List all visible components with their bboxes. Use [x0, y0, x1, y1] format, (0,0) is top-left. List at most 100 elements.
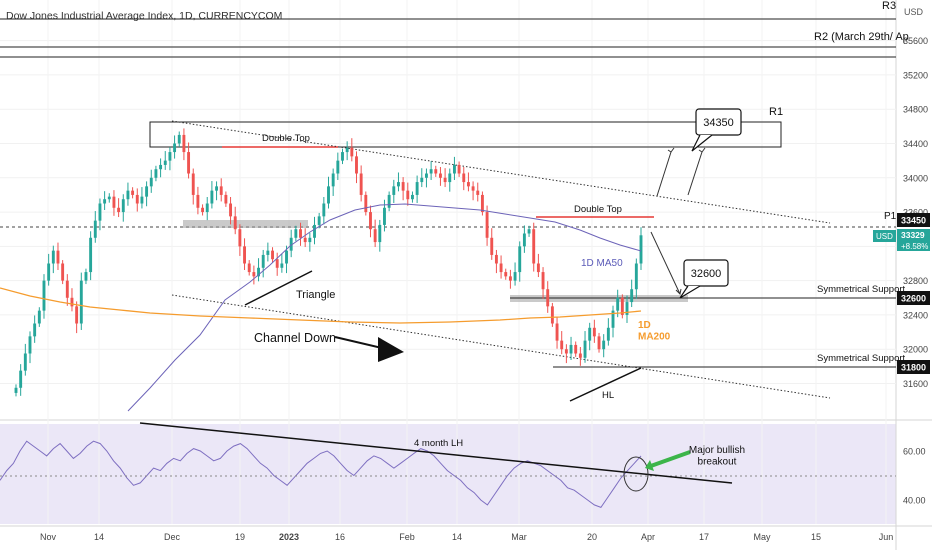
candle-body [415, 182, 419, 195]
r1-target-callout-tail [691, 134, 713, 152]
candle-body [555, 323, 559, 341]
candle-body [84, 272, 88, 281]
candle-body [229, 203, 232, 217]
candle-body [93, 220, 97, 238]
support-32600-tag-text: 32600 [901, 294, 926, 304]
candle-body [569, 344, 573, 354]
candle-body [56, 250, 60, 264]
projection-arrow-head [675, 288, 682, 296]
candle-body [383, 207, 386, 225]
candle-body [578, 353, 582, 358]
candle-body [448, 173, 452, 183]
ma200-label: 1D MA200 [638, 320, 671, 343]
candle-body [112, 196, 116, 208]
price-tick-label: 33600 [903, 208, 928, 218]
candle-body [42, 280, 46, 311]
candle-body [536, 263, 540, 273]
price-tick-label: 31600 [903, 379, 928, 389]
target-32600-callout-box [683, 259, 729, 287]
candle-body [597, 336, 601, 350]
candle-body [546, 289, 550, 307]
candle-body [541, 272, 545, 290]
target-32600-callout-tail [679, 285, 701, 299]
candle-body [135, 194, 139, 204]
candle-body [616, 297, 620, 311]
candle-body [215, 186, 219, 191]
candle-body [583, 340, 587, 358]
candle-body [392, 186, 396, 195]
candle-body [275, 259, 279, 268]
candle-body [238, 229, 242, 247]
candle-body [434, 169, 438, 174]
candle-body [187, 152, 191, 174]
candle-body [131, 190, 135, 195]
candle-body [117, 207, 121, 213]
time-tick-label: 16 [335, 532, 345, 542]
candle-body [182, 134, 186, 153]
candle-body [98, 203, 102, 221]
price-tick-label: 34400 [903, 139, 928, 149]
candle-body [588, 327, 592, 341]
breakout-arrow [647, 450, 691, 469]
candle-body [522, 233, 526, 247]
r3-label: R3 [882, 0, 896, 12]
candle-body [480, 194, 484, 213]
candle-body [145, 186, 149, 197]
time-tick-label: Dec [164, 532, 181, 542]
candle-body [336, 160, 340, 174]
symmetrical-support-label: Symmetrical Support [817, 353, 906, 364]
candle-body [485, 212, 489, 238]
time-tick-label: 2023 [279, 532, 299, 542]
rsi-lh-trendline [139, 422, 733, 484]
time-tick-label: 15 [811, 532, 821, 542]
candle-body [247, 263, 251, 273]
support-31800-tag-bg [897, 360, 930, 374]
candle-body [611, 310, 615, 328]
candle-body [364, 194, 368, 213]
rsi-tick-label: 40.00 [903, 496, 926, 506]
candle-body [210, 190, 214, 204]
r1-target-callout-box [695, 108, 742, 136]
current-price-bg [897, 229, 930, 251]
candle-body [457, 164, 461, 174]
breakout-circle [623, 456, 649, 492]
rsi-band [0, 424, 896, 524]
candle-body [602, 340, 606, 350]
candle-body [387, 194, 391, 208]
candle-body [107, 196, 111, 200]
rsi-tick-label: 60.00 [903, 447, 926, 457]
ma200-line [0, 287, 642, 324]
time-tick-label: 14 [452, 532, 462, 542]
candle-body [425, 173, 428, 178]
channel-upper-line [171, 120, 831, 224]
candle-body [639, 235, 643, 264]
candle-body [37, 310, 41, 324]
candle-body [625, 302, 629, 315]
candle-body [126, 190, 130, 200]
candle-body [471, 186, 475, 191]
candle-body [140, 196, 144, 204]
candle-body [369, 212, 372, 230]
candle-body [634, 263, 638, 290]
candle-body [452, 164, 456, 174]
candle-body [173, 143, 177, 153]
candle-body [527, 229, 531, 234]
projection-arrow [656, 151, 672, 197]
candle-body [177, 134, 181, 144]
candle-body [163, 160, 167, 165]
candle-body [201, 207, 205, 213]
time-tick-label: 17 [699, 532, 709, 542]
candle-body [285, 250, 288, 264]
candle-body [466, 182, 470, 187]
candle-body [532, 229, 536, 264]
candle-body [308, 237, 312, 243]
price-tick-label: 32400 [903, 310, 928, 320]
candle-body [490, 237, 494, 255]
candle-body [224, 194, 228, 204]
breakout-arrow-head [645, 460, 654, 471]
candle-body [476, 190, 480, 195]
r2-label: R2 (March 29th/ Ap [814, 31, 909, 43]
support-31800-tag-text: 31800 [901, 363, 926, 373]
candle-body [79, 280, 83, 324]
